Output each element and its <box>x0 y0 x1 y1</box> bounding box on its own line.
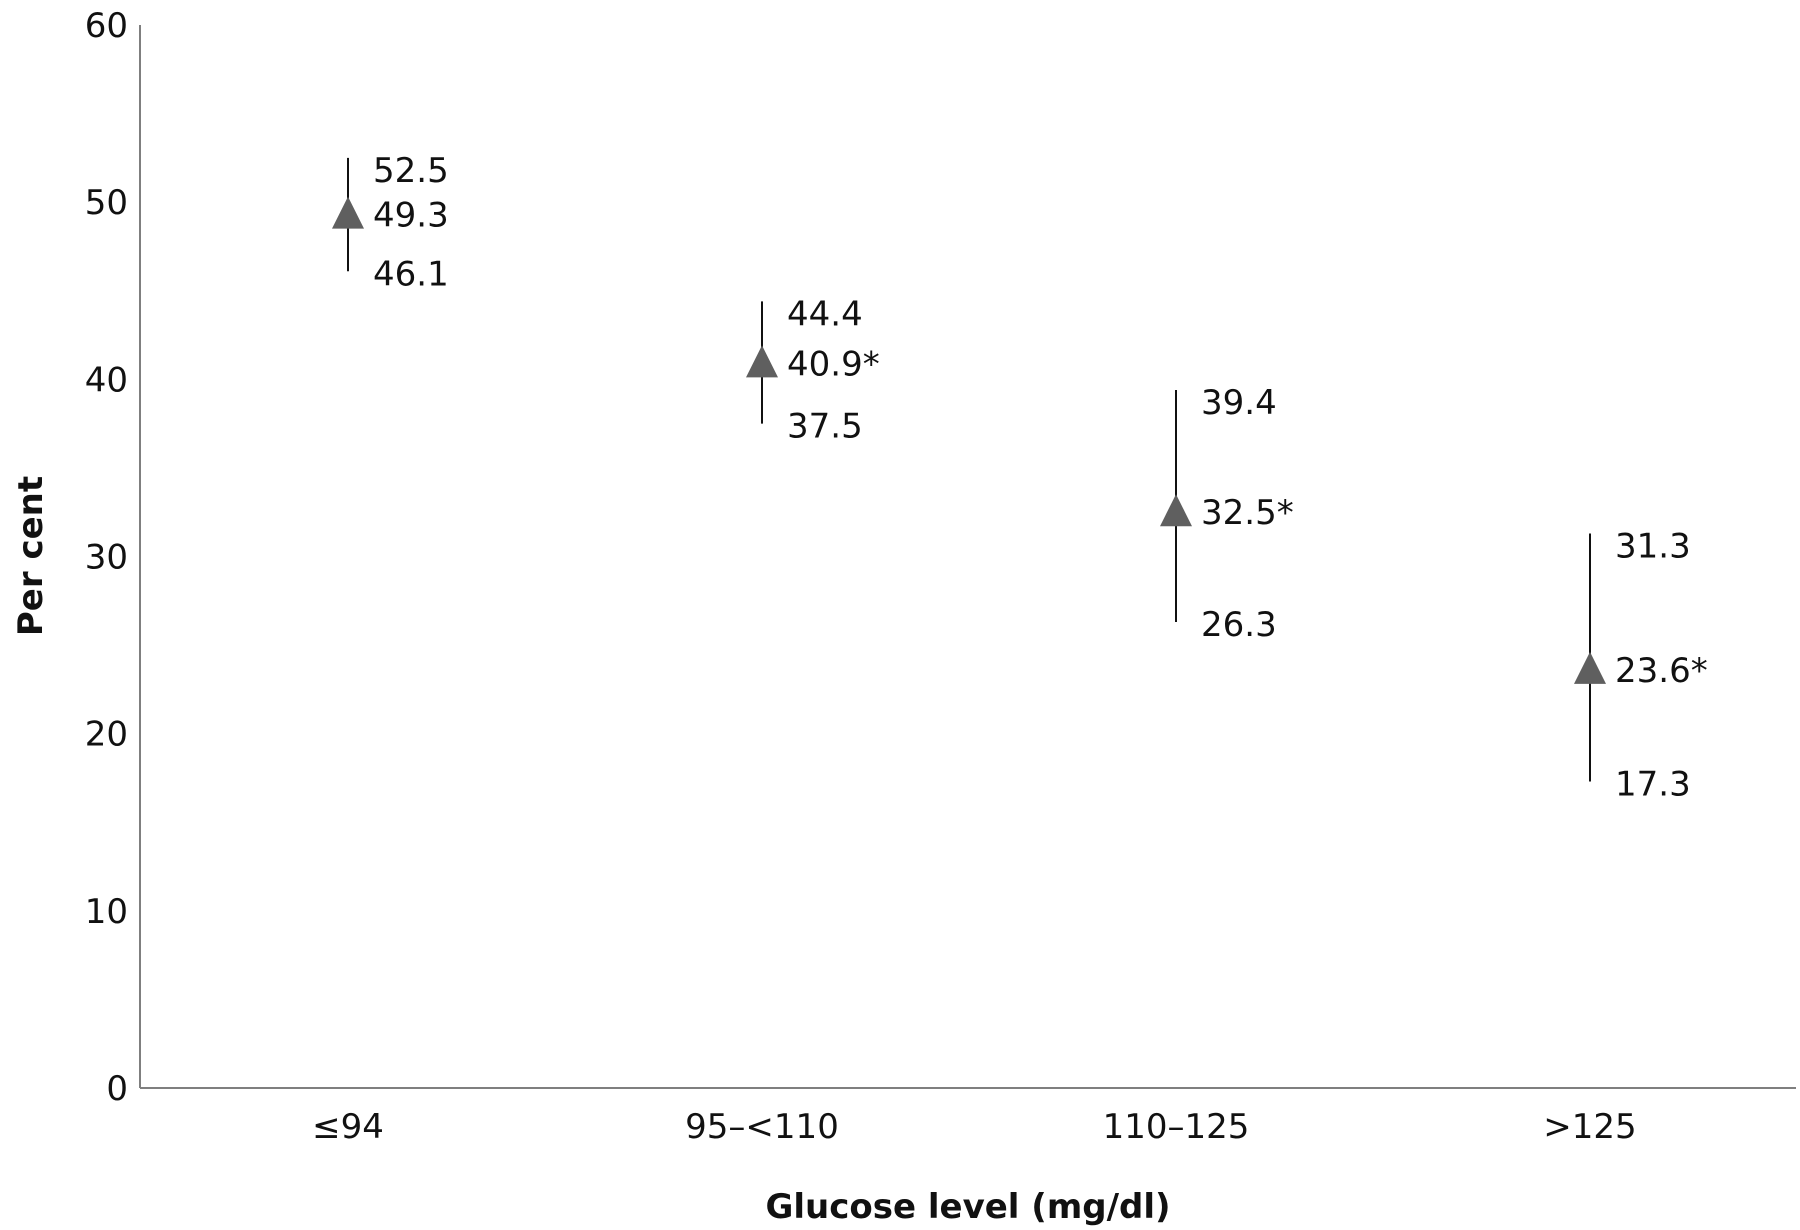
y-tick-label: 20 <box>85 715 128 755</box>
data-point-group: 44.4 40.9* 37.5 <box>746 294 880 447</box>
data-point-group: 39.4 32.5* 26.3 <box>1160 383 1294 645</box>
triangle-marker <box>746 345 778 378</box>
y-tick-label: 40 <box>85 360 128 400</box>
upper-ci-label: 39.4 <box>1201 383 1277 423</box>
upper-ci-label: 52.5 <box>373 151 449 191</box>
triangle-marker <box>332 196 364 229</box>
y-tick-label: 60 <box>85 6 128 46</box>
triangle-marker <box>1574 651 1606 684</box>
estimate-label: 23.6* <box>1615 651 1708 691</box>
y-tick-label: 10 <box>85 892 128 932</box>
x-axis-title: Glucose level (mg/dl) <box>765 1187 1170 1227</box>
data-point-group: 52.5 49.3 46.1 <box>332 151 449 294</box>
x-tick-label: 95–<110 <box>685 1107 839 1147</box>
lower-ci-label: 26.3 <box>1201 605 1277 645</box>
estimate-label: 32.5* <box>1201 493 1294 533</box>
upper-ci-label: 44.4 <box>787 294 863 334</box>
x-tick-label: ≤94 <box>312 1107 384 1147</box>
y-tick-labels: 0 10 20 30 40 50 60 <box>85 6 128 1109</box>
x-tick-label: 110–125 <box>1103 1107 1250 1147</box>
y-tick-label: 50 <box>85 183 128 223</box>
y-tick-label: 0 <box>106 1069 128 1109</box>
upper-ci-label: 31.3 <box>1615 526 1691 566</box>
y-tick-label: 30 <box>85 538 128 578</box>
y-axis-title: Per cent <box>11 476 51 636</box>
lower-ci-label: 37.5 <box>787 407 863 447</box>
data-point-group: 31.3 23.6* 17.3 <box>1574 526 1708 805</box>
x-tick-labels: ≤94 95–<110 110–125 >125 <box>312 1107 1637 1147</box>
lower-ci-label: 46.1 <box>373 254 449 294</box>
x-tick-label: >125 <box>1543 1107 1636 1147</box>
estimate-label: 49.3 <box>373 196 449 236</box>
triangle-marker <box>1160 494 1192 527</box>
estimate-label: 40.9* <box>787 344 880 384</box>
data-points: 52.5 49.3 46.1 44.4 40.9* 37.5 39.4 32.5* 26.3 31… <box>332 151 1708 805</box>
lower-ci-label: 17.3 <box>1615 765 1691 805</box>
